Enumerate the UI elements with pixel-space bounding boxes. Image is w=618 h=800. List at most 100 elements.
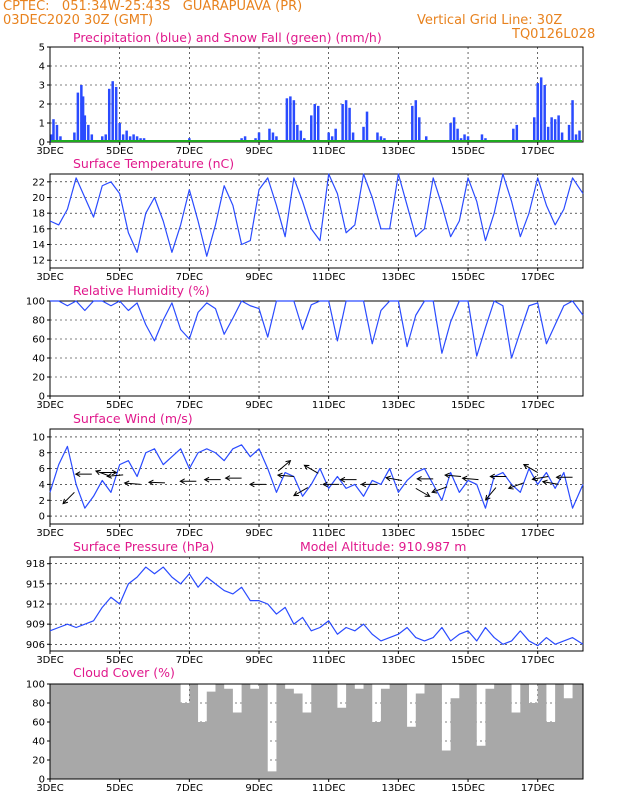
x-tick-label: 5DEC bbox=[106, 146, 133, 157]
y-tick-label: 906 bbox=[26, 640, 45, 651]
precip-bar bbox=[114, 86, 118, 142]
wind-vector-shaft bbox=[542, 481, 559, 485]
wind-vector-head bbox=[106, 473, 112, 479]
wind-vector-shaft bbox=[523, 464, 538, 473]
y-tick-label: 909 bbox=[26, 620, 45, 631]
y-tick-label: 20 bbox=[32, 193, 45, 204]
precip-bar bbox=[107, 88, 111, 142]
precip-bar bbox=[285, 98, 289, 142]
precip-bar bbox=[83, 115, 87, 142]
wind-vector-head bbox=[360, 481, 367, 488]
x-tick-label: 7DEC bbox=[176, 400, 203, 411]
precip-bar bbox=[87, 124, 90, 142]
precip-bar bbox=[118, 123, 121, 142]
wind-vector-shaft bbox=[124, 482, 141, 485]
precip-bar bbox=[73, 132, 76, 142]
precip-bar bbox=[348, 107, 351, 142]
y-tick-label: 2 bbox=[39, 496, 45, 507]
x-tick-label: 15DEC bbox=[451, 272, 485, 283]
precip-bar bbox=[271, 132, 275, 142]
precip-bar bbox=[550, 117, 553, 142]
y-tick-label: 0 bbox=[39, 138, 45, 149]
wind-vector-head bbox=[179, 478, 185, 485]
precip-bar bbox=[452, 117, 456, 142]
x-tick-label: 9DEC bbox=[245, 783, 272, 794]
y-tick-label: 0 bbox=[39, 775, 45, 786]
wind-vector-shaft bbox=[107, 474, 124, 477]
grid-line-label: Vertical Grid Line: 30Z bbox=[417, 13, 563, 28]
precip-bar bbox=[299, 130, 303, 142]
x-tick-label: 3DEC bbox=[36, 272, 63, 283]
wind-vector-shaft bbox=[304, 464, 319, 474]
x-tick-label: 17DEC bbox=[521, 272, 555, 283]
x-tick-label: 17DEC bbox=[521, 655, 555, 666]
panel-title: Precipitation (blue) and Snow Fall (gree… bbox=[73, 30, 382, 45]
x-tick-label: 11DEC bbox=[312, 272, 346, 283]
precip-bar bbox=[135, 136, 139, 142]
x-tick-label: 7DEC bbox=[176, 146, 203, 157]
wind-vector-shaft bbox=[62, 491, 75, 505]
wind-vector-head bbox=[424, 491, 431, 497]
x-tick-label: 7DEC bbox=[176, 272, 203, 283]
y-tick-label: 0 bbox=[39, 392, 45, 403]
wind-vector-head bbox=[484, 494, 491, 501]
station-header: CPTEC: 051:34W-25:43S GUARAPUAVA (PR) bbox=[3, 0, 303, 14]
precip-bar bbox=[532, 117, 536, 142]
x-tick-label: 3DEC bbox=[36, 146, 63, 157]
precip-bar bbox=[553, 119, 557, 142]
panel-4: 3DEC 5DEC 7DEC 9DEC 11DEC 13DEC 15DEC 17DEC 906 9… bbox=[26, 539, 584, 666]
wind-vector-head bbox=[531, 475, 538, 482]
x-tick-label: 11DEC bbox=[312, 783, 346, 794]
precip-bar bbox=[128, 136, 132, 142]
wind-vector-head bbox=[444, 472, 450, 479]
wind-vector-head bbox=[94, 469, 101, 476]
y-tick-label: 6 bbox=[39, 464, 45, 475]
precip-bar bbox=[546, 126, 550, 142]
y-tick-label: 912 bbox=[26, 600, 45, 611]
precip-bar bbox=[243, 136, 247, 142]
x-tick-label: 11DEC bbox=[312, 146, 346, 157]
wind-vector-head bbox=[293, 491, 299, 497]
wind-vector-head bbox=[555, 474, 562, 481]
precip-bar bbox=[543, 85, 546, 142]
precip-bar bbox=[81, 96, 85, 142]
precip-bar bbox=[330, 136, 334, 142]
precip-bar bbox=[536, 83, 539, 142]
precip-bar bbox=[424, 136, 428, 142]
x-tick-label: 5DEC bbox=[106, 655, 133, 666]
plot-frame bbox=[49, 300, 584, 397]
wind-vector-head bbox=[489, 473, 495, 480]
wind-vector-shaft bbox=[293, 487, 309, 497]
precip-bar bbox=[344, 100, 348, 142]
x-tick-label: 7DEC bbox=[176, 655, 203, 666]
wind-vector-shaft bbox=[415, 487, 430, 497]
init-time-label: 03DEC2020 30Z (GMT) bbox=[3, 13, 154, 28]
y-tick-label: 2 bbox=[39, 100, 45, 111]
x-tick-label: 17DEC bbox=[521, 400, 555, 411]
wind-vector-shaft bbox=[148, 481, 165, 484]
wind-vector-shaft bbox=[277, 474, 294, 477]
panel-3: 3DEC 5DEC 7DEC 9DEC 11DEC 13DEC 15DEC 17DEC 0 2 4 6… bbox=[32, 411, 584, 539]
precip-bar bbox=[334, 128, 337, 142]
precip-bar bbox=[55, 124, 59, 142]
x-tick-label: 7DEC bbox=[176, 783, 203, 794]
x-tick-label: 17DEC bbox=[521, 528, 555, 539]
precip-bar bbox=[50, 134, 53, 142]
x-tick-label: 9DEC bbox=[245, 655, 272, 666]
panel-title: Surface Wind (m/s) bbox=[73, 411, 193, 426]
precip-bar bbox=[341, 104, 344, 142]
y-tick-label: 80 bbox=[32, 699, 45, 710]
precip-bar bbox=[296, 124, 299, 142]
precip-bar bbox=[539, 77, 543, 142]
precip-bar bbox=[379, 136, 383, 142]
wind-vector-head bbox=[522, 464, 529, 470]
x-tick-label: 5DEC bbox=[106, 528, 133, 539]
y-tick-label: 4 bbox=[39, 62, 45, 73]
wind-vector-head bbox=[431, 488, 438, 494]
precip-bar bbox=[104, 134, 107, 142]
x-tick-label: 13DEC bbox=[381, 146, 415, 157]
precip-bar bbox=[512, 128, 515, 142]
precip-bar bbox=[411, 105, 414, 142]
plot-frame bbox=[49, 683, 584, 780]
y-tick-label: 14 bbox=[32, 240, 45, 251]
